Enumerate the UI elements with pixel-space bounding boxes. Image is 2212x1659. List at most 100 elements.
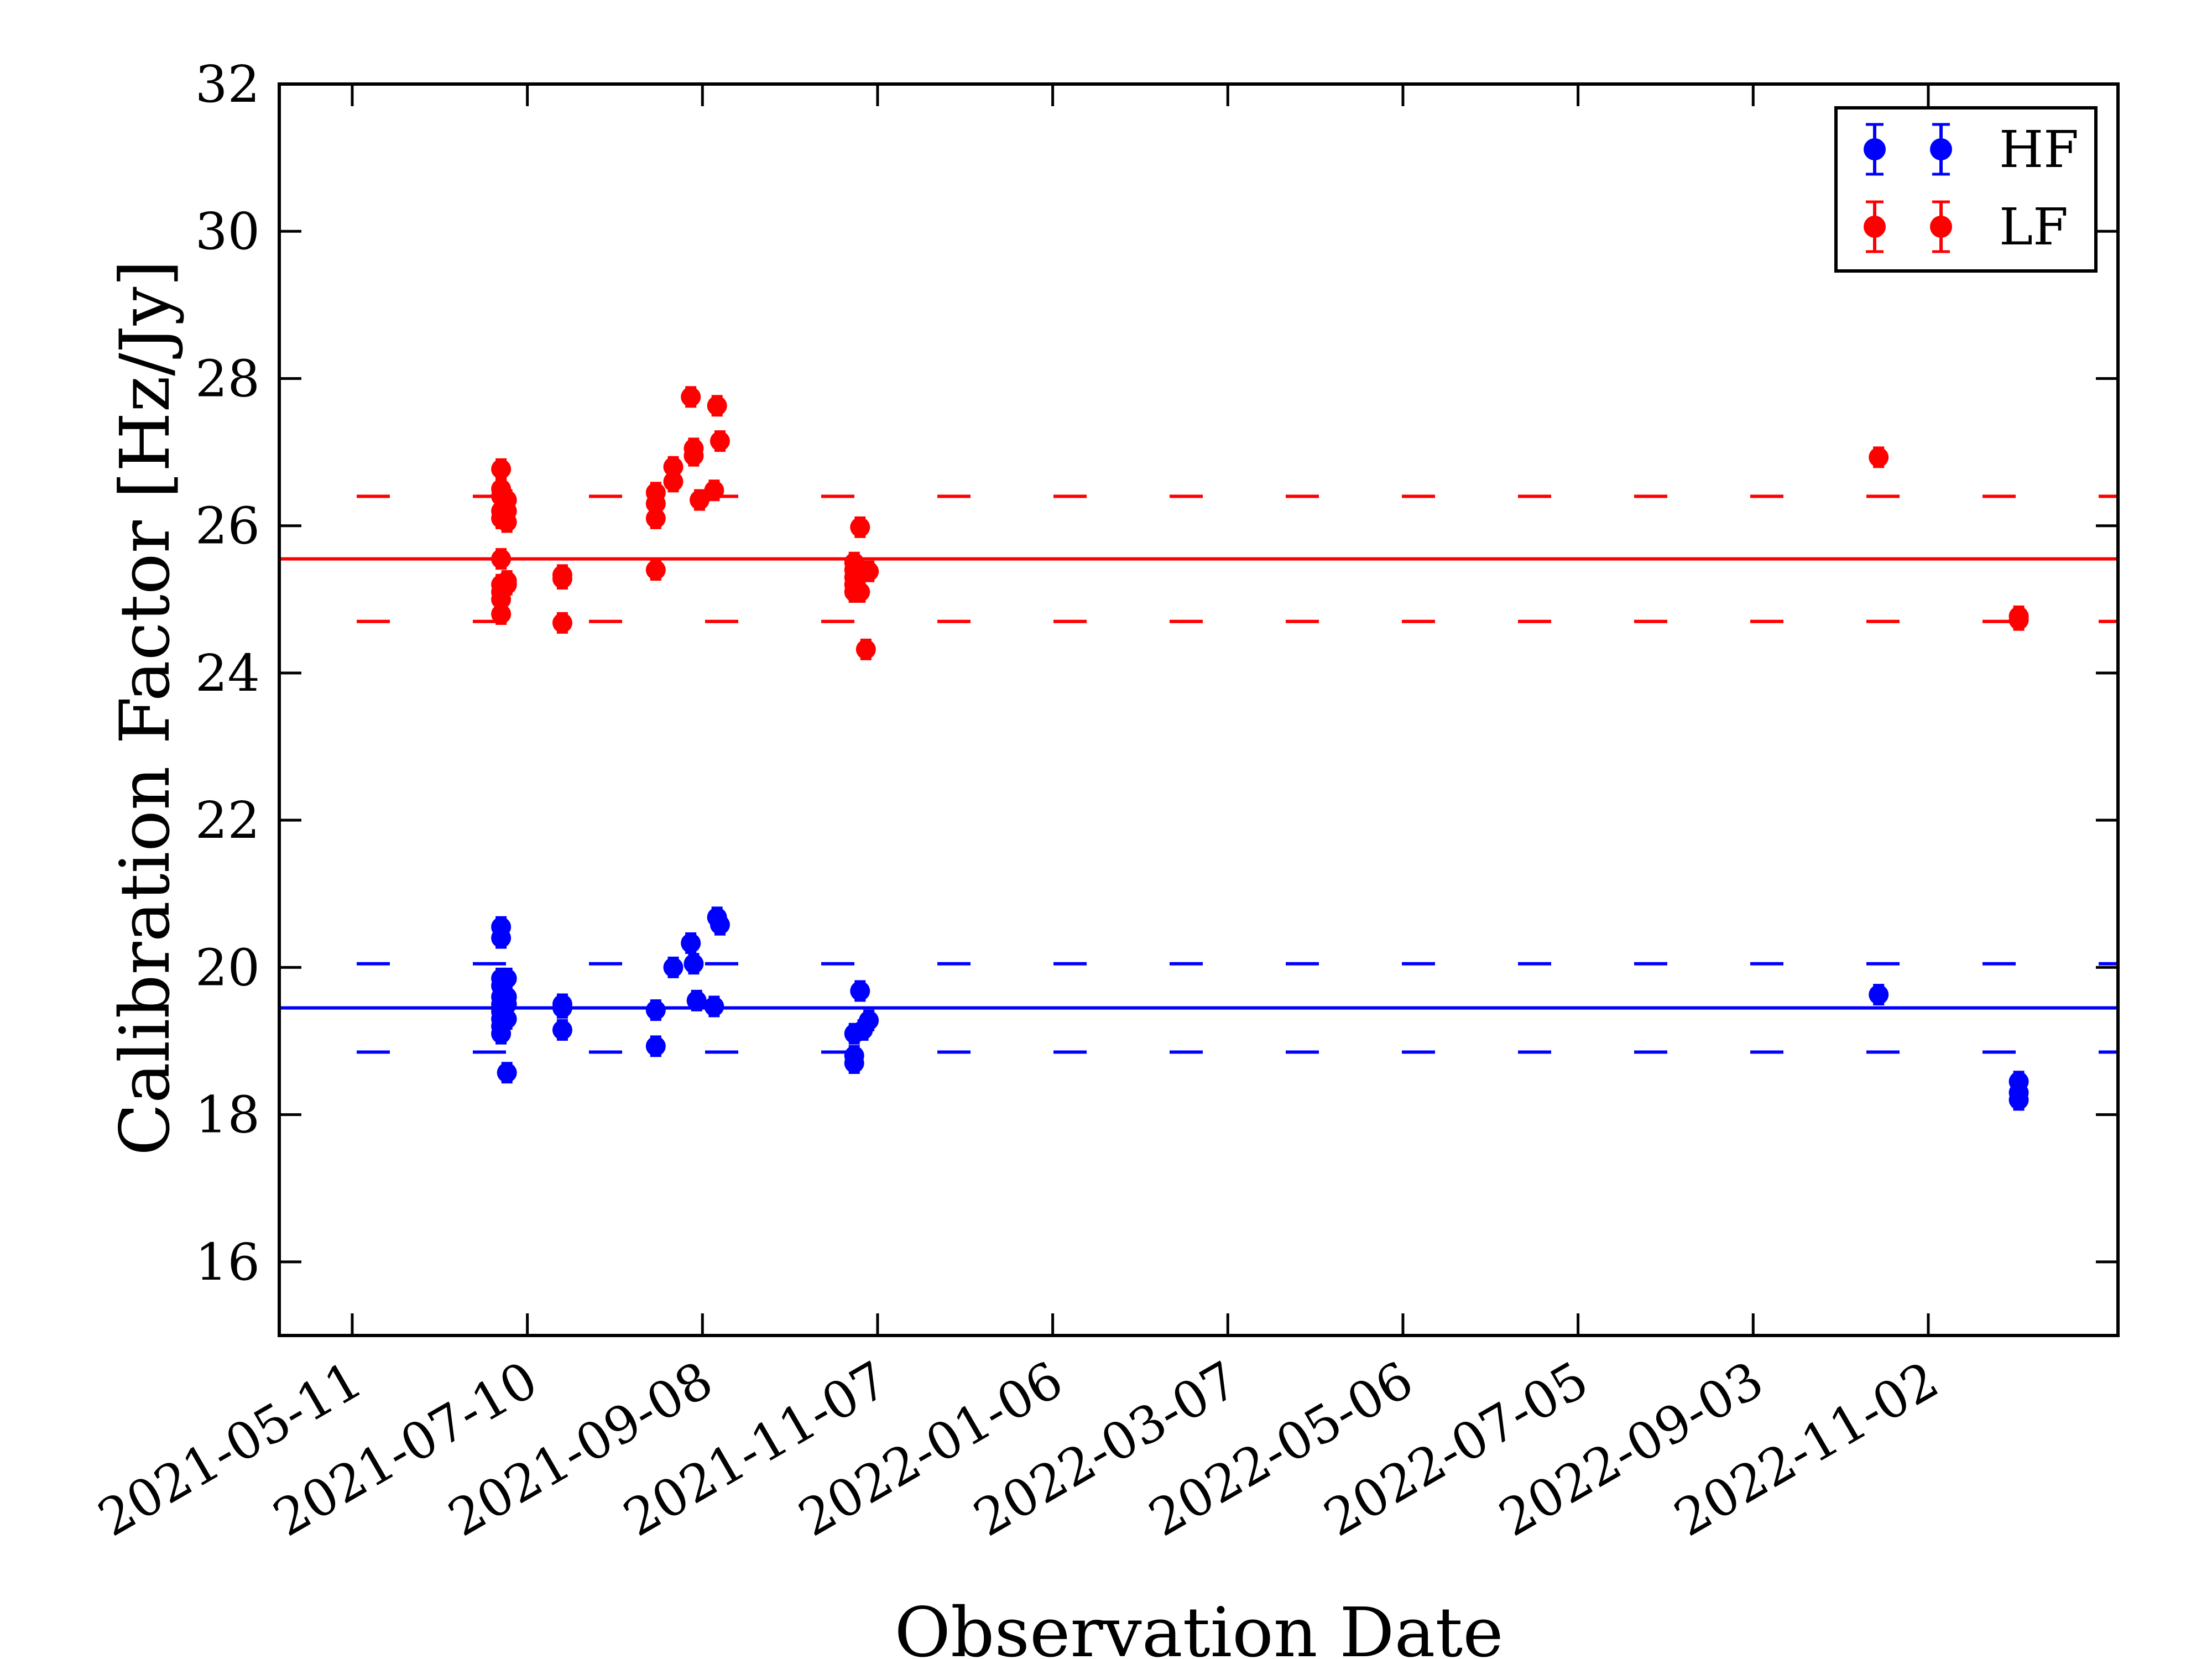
legend-marker <box>1930 216 1952 238</box>
legend: HF LF <box>1834 106 2098 273</box>
lf-point <box>663 471 684 493</box>
hf-point <box>663 956 684 978</box>
data-marker <box>645 560 666 580</box>
y-tick-label: 24 <box>195 644 260 703</box>
data-marker <box>552 613 572 633</box>
hf-point <box>1869 984 1889 1006</box>
y-tick-label: 28 <box>195 349 260 408</box>
data-marker <box>497 575 517 595</box>
data-marker <box>859 561 879 582</box>
reference-lines <box>279 494 2118 1054</box>
lf-point <box>704 479 724 502</box>
legend-item-lf: LF <box>1864 197 2068 257</box>
data-marker <box>497 1009 517 1029</box>
data-marker <box>491 604 512 624</box>
data-series <box>491 386 2029 1111</box>
data-marker <box>491 459 512 479</box>
hf-point <box>552 997 572 1019</box>
data-marker <box>709 431 730 451</box>
y-tick-label: 20 <box>195 938 260 997</box>
lf-point <box>1869 446 1889 468</box>
hf-point <box>684 953 704 975</box>
data-marker <box>552 1020 572 1040</box>
data-marker <box>684 953 704 974</box>
hf-point <box>859 1009 879 1031</box>
lf-point <box>684 445 704 467</box>
hf-point <box>497 967 517 989</box>
lf-point <box>690 489 709 511</box>
lf-point <box>552 568 572 590</box>
legend-marker <box>1930 138 1952 160</box>
data-marker <box>686 990 707 1011</box>
data-marker <box>681 933 701 953</box>
lf-point <box>681 386 701 408</box>
data-marker <box>2008 1090 2029 1110</box>
data-marker <box>850 981 870 1001</box>
data-marker <box>855 639 876 660</box>
data-marker <box>850 582 870 602</box>
hf-point <box>645 999 666 1021</box>
data-marker <box>850 517 870 538</box>
legend-marker <box>1864 216 1886 238</box>
hf-point <box>491 927 512 949</box>
legend-label: HF <box>1999 120 2079 179</box>
lf-point <box>2008 609 2029 631</box>
data-marker <box>2008 610 2029 630</box>
data-marker <box>704 480 724 500</box>
y-tick-label: 26 <box>195 497 260 556</box>
data-marker <box>645 1000 666 1020</box>
data-marker <box>497 968 517 989</box>
data-marker <box>844 1053 864 1073</box>
hf-point <box>681 932 701 954</box>
lf-point <box>491 603 512 625</box>
hf-point <box>552 1019 572 1041</box>
lf-series <box>491 386 2029 660</box>
data-marker <box>709 915 730 935</box>
lf-point <box>850 581 870 603</box>
y-tick-label: 16 <box>195 1233 260 1292</box>
lf-point <box>707 395 727 417</box>
data-marker <box>491 549 512 569</box>
hf-point <box>2008 1089 2029 1111</box>
data-marker <box>497 512 517 533</box>
y-tick-label: 22 <box>195 791 260 850</box>
data-marker <box>684 446 704 466</box>
lf-point <box>855 638 876 660</box>
data-marker <box>663 471 684 492</box>
data-marker <box>1869 984 1889 1005</box>
legend-marker <box>1864 138 1886 160</box>
lf-point <box>497 573 517 596</box>
data-marker <box>859 1010 879 1031</box>
data-marker <box>491 928 512 948</box>
lf-point <box>709 430 730 452</box>
lf-point <box>645 507 666 529</box>
x-axis-title: Observation Date <box>894 1593 1503 1659</box>
hf-point <box>844 1052 864 1074</box>
data-marker <box>707 395 727 416</box>
legend-item-hf: HF <box>1864 120 2079 179</box>
data-marker <box>1869 447 1889 467</box>
lf-point <box>859 560 879 582</box>
data-marker <box>681 387 701 407</box>
lf-point <box>491 458 512 480</box>
data-marker <box>663 957 684 978</box>
hf-point <box>704 995 724 1018</box>
data-marker <box>645 1036 666 1056</box>
hf-point <box>497 1062 517 1084</box>
hf-series <box>491 906 2029 1111</box>
hf-point <box>497 1008 517 1030</box>
y-axis-title: Calibration Factor [Hz/Jy] <box>106 260 185 1156</box>
legend-label: LF <box>1999 197 2068 257</box>
lf-point <box>552 612 572 634</box>
data-marker <box>645 508 666 529</box>
data-marker <box>497 1062 517 1083</box>
data-marker <box>704 996 724 1016</box>
y-tick-label: 32 <box>195 55 260 114</box>
lf-point <box>497 511 517 533</box>
hf-point <box>645 1035 666 1057</box>
y-tick-label: 18 <box>195 1086 260 1145</box>
hf-point <box>709 914 730 936</box>
data-marker <box>690 490 709 510</box>
data-marker <box>552 998 572 1018</box>
